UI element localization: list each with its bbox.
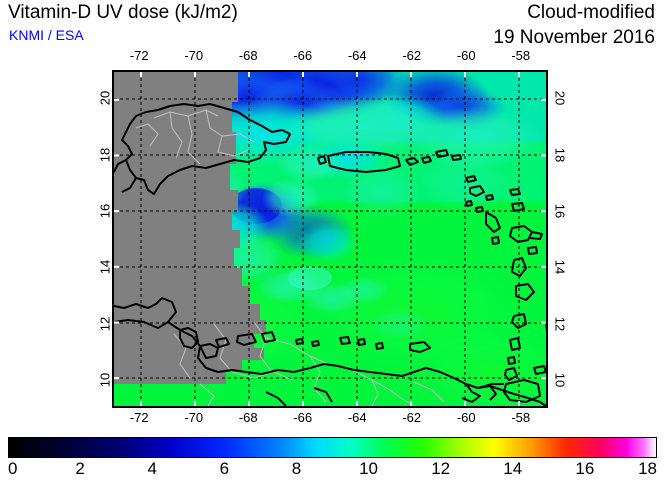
y-tick-right-5: 10	[552, 372, 568, 388]
x-tick-bottom-2: -68	[238, 410, 258, 425]
map-data-canvas	[114, 72, 546, 406]
y-tick-left-5: 10	[97, 372, 113, 388]
x-tick-bottom-7: -58	[511, 410, 531, 425]
x-tick-top-6: -60	[456, 48, 476, 63]
colorbar-tick-labels: 0 2 4 6 8 10 12 14 16 18	[8, 459, 657, 479]
x-tick-bottom-5: -62	[402, 410, 422, 425]
colorbar-tick-8: 16	[575, 459, 595, 478]
map-gridlines	[114, 72, 546, 406]
x-tick-top-2: -68	[238, 48, 258, 63]
x-tick-bottom-3: -66	[293, 410, 313, 425]
colorbar-tick-9: 18	[638, 459, 657, 478]
x-tick-top-4: -64	[347, 48, 367, 63]
x-tick-bottom-0: -72	[129, 410, 149, 425]
y-tick-left-0: 20	[97, 90, 113, 106]
axis-top-labels: -72 -70 -68 -66 -64 -62 -60 -58	[0, 48, 665, 66]
colorbar-tick-3: 6	[219, 459, 230, 478]
map-plot	[112, 70, 548, 408]
colorbar-tick-6: 12	[431, 459, 451, 478]
figure-header: Vitamin-D UV dose (kJ/m2) KNMI / ESA Clo…	[0, 0, 665, 56]
axis-right-labels: 20 18 16 14 12 10	[551, 70, 569, 408]
colorbar-tick-5: 10	[359, 459, 379, 478]
product-mode-label: Cloud-modified	[527, 2, 655, 23]
x-tick-top-7: -58	[511, 48, 531, 63]
colorbar-tick-1: 2	[75, 459, 85, 478]
y-tick-left-2: 16	[97, 203, 113, 219]
colorbar-tick-2: 4	[147, 459, 157, 478]
page-title: Vitamin-D UV dose (kJ/m2)	[8, 2, 238, 23]
y-tick-right-3: 14	[552, 259, 568, 275]
coastlines	[114, 103, 546, 406]
agency-credit: KNMI / ESA	[9, 27, 84, 43]
y-tick-left-4: 12	[97, 316, 113, 331]
x-tick-top-1: -70	[184, 48, 204, 63]
x-tick-top-5: -62	[402, 48, 422, 63]
x-tick-bottom-1: -70	[184, 410, 204, 425]
colorbar: 0 2 4 6 8 10 12 14 16 18	[8, 437, 657, 479]
colorbar-gradient	[8, 437, 657, 458]
axis-bottom-labels: -72 -70 -68 -66 -64 -62 -60 -58	[0, 410, 665, 428]
x-tick-top-3: -66	[293, 48, 313, 63]
x-tick-top-0: -72	[129, 48, 149, 63]
map-raster-and-coastlines	[114, 72, 546, 406]
y-tick-left-1: 18	[97, 147, 113, 162]
y-tick-right-1: 18	[552, 147, 568, 162]
y-tick-right-4: 12	[552, 316, 568, 331]
observation-date: 19 November 2016	[493, 27, 655, 48]
y-tick-left-3: 14	[97, 259, 113, 275]
frame-tick-marks	[114, 72, 546, 406]
x-tick-bottom-6: -60	[456, 410, 476, 425]
y-tick-right-0: 20	[552, 90, 568, 106]
colorbar-tick-7: 14	[503, 459, 523, 478]
map-frame	[112, 70, 548, 408]
colorbar-tick-4: 8	[291, 459, 302, 478]
x-tick-bottom-4: -64	[347, 410, 367, 425]
colorbar-tick-0: 0	[8, 459, 18, 478]
y-tick-right-2: 16	[552, 203, 568, 219]
